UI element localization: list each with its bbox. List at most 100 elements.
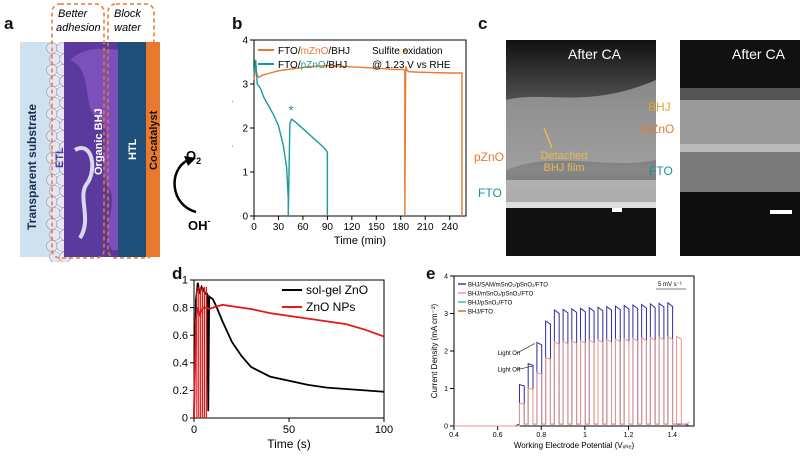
cocatalyst-label: Co-catalyst	[148, 110, 160, 170]
adhesion-callout	[51, 3, 105, 259]
arrow-head-icon	[184, 156, 196, 166]
x-tick-label: 60	[297, 222, 309, 233]
y-tick-label: 0.2	[173, 385, 188, 397]
x-tick-label: 1.4	[667, 432, 677, 439]
fto-label-right: FTO	[649, 164, 673, 178]
x-axis-title: Time (min)	[334, 235, 386, 247]
x-axis-title: Working Electrode Potential (Vₓₕₑ)	[514, 441, 635, 450]
block-water-callout	[107, 3, 155, 259]
series-line	[193, 282, 385, 419]
y-tick-label: 1	[242, 167, 248, 178]
y-tick-label: 3	[444, 311, 448, 318]
adhesion-label-2: adhesion	[56, 22, 101, 34]
annotation-potential: @ 1.23 V vs RHE	[372, 60, 451, 71]
substrate-layer	[20, 42, 52, 257]
plot-frame	[453, 275, 695, 427]
x-tick-label: 150	[368, 222, 385, 233]
panel-letter-e: e	[426, 264, 436, 283]
pzno-label: pZnO	[474, 150, 505, 164]
legend-label: sol-gel ZnO	[306, 283, 368, 297]
etl-nanoparticle	[49, 185, 61, 197]
mzno-label: mZnO	[641, 122, 675, 136]
reaction-arrow	[173, 158, 197, 214]
light-on-label: Light On	[498, 351, 521, 357]
x-tick-label: 0	[191, 424, 197, 436]
bhj-label-right: BHJ	[648, 100, 671, 114]
sem-left-title: After CA	[568, 46, 621, 62]
sem-image-right: After CA	[680, 40, 800, 256]
pzno-marker: *	[288, 102, 294, 118]
block-label-2: water	[114, 22, 142, 34]
device-schematic: Better adhesion Block water Transparent …	[20, 3, 211, 262]
block-label-1: Block	[114, 8, 141, 20]
legend-label: FTO/pZnO/BHJ	[278, 60, 347, 71]
chart-e: 0.4 0.6 0.8 1 1.2 1.4 0 1 2 3 4 Working Electrode P…	[430, 273, 695, 450]
x-tick-label: 90	[322, 222, 334, 233]
sem-left-texture	[506, 40, 656, 256]
x-tick-label: 240	[441, 222, 458, 233]
sem-right-texture	[680, 40, 800, 256]
legend-label: BHJ/SAM/mSnO₂/pSnO₂/FTO	[468, 283, 548, 289]
y-tick-label: 2	[444, 348, 448, 355]
x-tick-label: 0.8	[536, 432, 546, 439]
etl-nanoparticle	[49, 207, 61, 219]
etl-nanoparticle	[49, 53, 61, 65]
x-tick-label: 1	[583, 432, 587, 439]
series-line	[253, 64, 463, 217]
plot-frame	[193, 279, 385, 419]
etl-label: ETL	[54, 147, 66, 168]
y-tick-label: 2	[242, 123, 248, 134]
legend-label: FTO/mZnO/BHJ	[278, 46, 350, 57]
series-line	[253, 59, 329, 217]
y-tick-label: 0.8	[173, 302, 188, 314]
chart-b: 0 30 60 90 120 150 180 210 240 0 1 2 3 4 Time (min) J (…	[232, 35, 467, 247]
panel-letter-a: a	[4, 14, 14, 33]
y-tick-label: 0.4	[173, 357, 188, 369]
x-axis-title: Time (s)	[267, 437, 311, 451]
y-tick-label: 1	[182, 275, 188, 287]
y-tick-label: 0	[182, 413, 188, 425]
bhj-label: Organic BHJ	[93, 108, 105, 175]
x-tick-label: 1.2	[624, 432, 634, 439]
y-tick-label: 0.6	[173, 330, 188, 342]
y-tick-label: 4	[444, 273, 448, 280]
x-tick-label: 0.6	[493, 432, 503, 439]
x-tick-label: 30	[273, 222, 285, 233]
cocatalyst-layer	[146, 42, 160, 257]
substrate-label: Transparent substrate	[25, 104, 39, 230]
legend-label: BHJ/mSnO₂/pSnO₂/FTO	[468, 292, 534, 298]
legend-label: BHJ/FTO	[468, 310, 493, 316]
x-tick-label: 180	[392, 222, 409, 233]
sem-image-left: After CA Detached BHJ film	[506, 40, 656, 256]
panel-letter-b: b	[232, 14, 243, 33]
x-tick-label: 50	[283, 424, 295, 436]
x-tick-label: 100	[375, 424, 393, 436]
light-off-pointer	[517, 365, 533, 371]
y-axis-title: Current Density (mA cm⁻²)	[430, 303, 439, 398]
series-line	[193, 303, 385, 419]
series-line	[454, 335, 690, 427]
reactant-oh: OH-	[188, 216, 211, 233]
etl-nanoparticle	[49, 119, 61, 131]
y-axis-title: J (mA cm⁻²)	[232, 99, 233, 158]
x-tick-label: 120	[344, 222, 361, 233]
x-tick-label: 0.4	[449, 432, 459, 439]
scan-rate-label: 5 mV s⁻¹	[658, 282, 682, 288]
fto-label-left: FTO	[478, 186, 502, 200]
sem-right-title: After CA	[732, 46, 785, 62]
legend-label: ZnO NPs	[306, 300, 355, 314]
adhesion-label-1: Better	[58, 8, 89, 20]
etl-nanoparticle	[49, 97, 61, 109]
bhj-domain	[70, 48, 118, 250]
etl-nanoparticle	[49, 75, 61, 87]
annotation-sulfite: Sulfite oxidation	[372, 46, 443, 57]
y-tick-label: 0	[444, 423, 448, 430]
legend-label: BHJ/pSnO₂/FTO	[468, 301, 513, 307]
htl-layer	[118, 42, 146, 257]
etl-nanoparticle	[49, 229, 61, 241]
panel-letter-c: c	[478, 14, 488, 33]
x-tick-label: 0	[251, 222, 257, 233]
mzno-marker: *	[402, 45, 408, 61]
y-tick-label: 3	[242, 79, 248, 90]
